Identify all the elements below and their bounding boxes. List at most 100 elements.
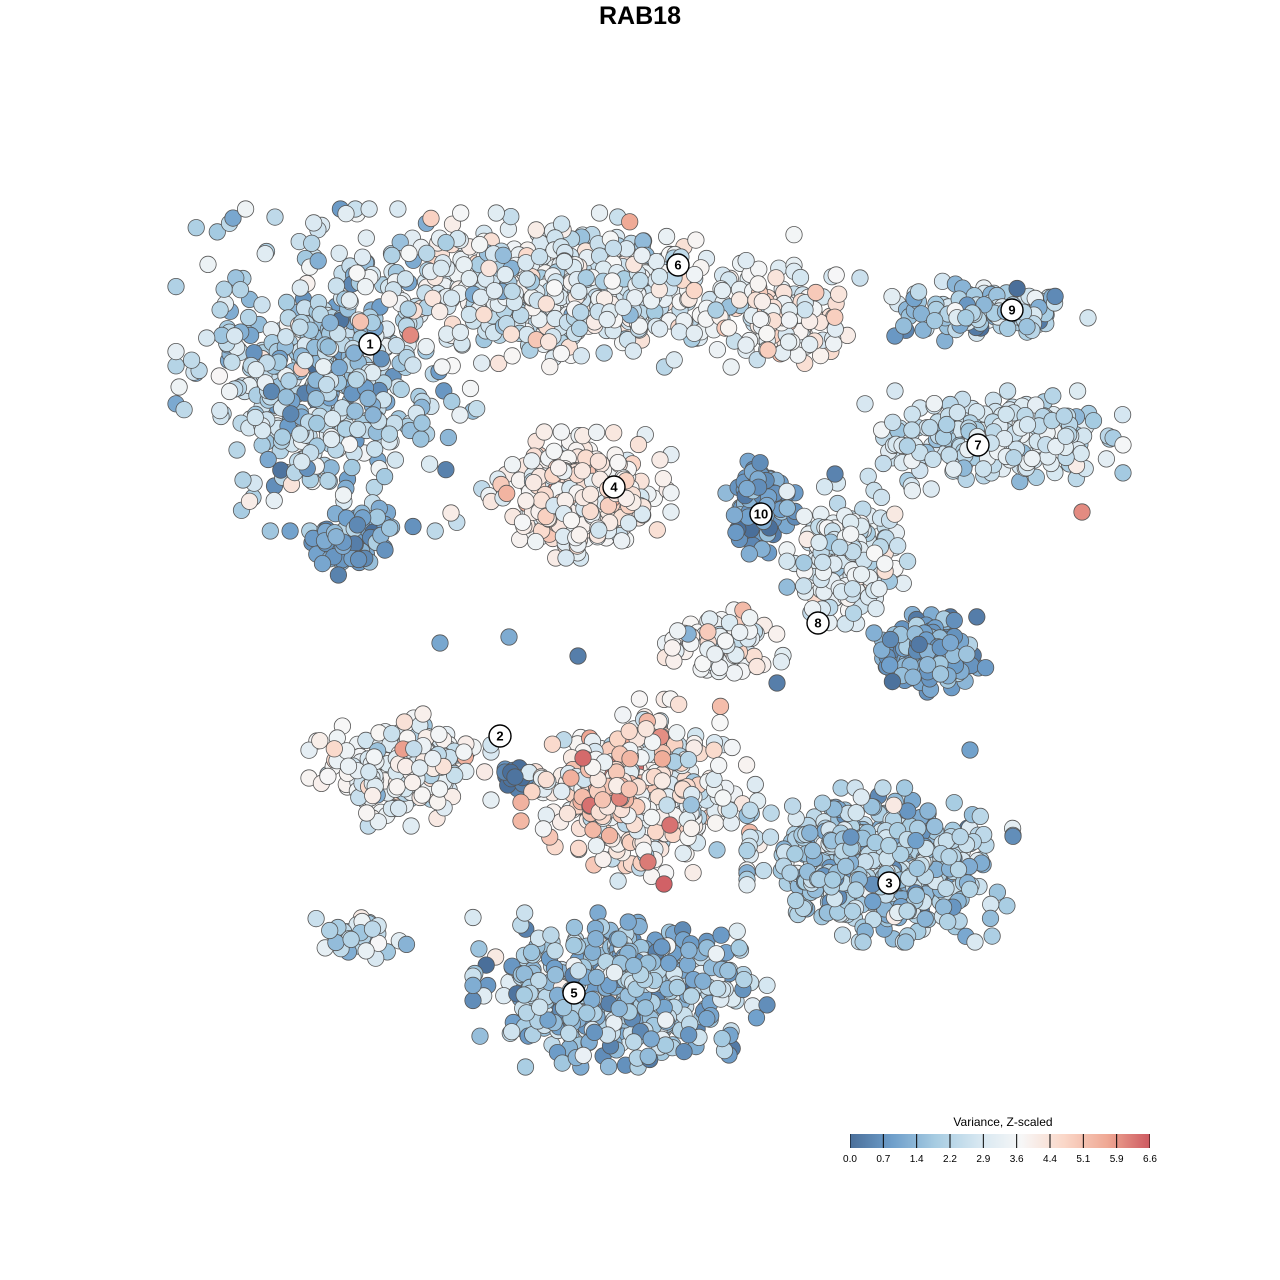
cell-point: [778, 552, 796, 570]
cell-point: [199, 255, 217, 273]
cell-point: [513, 513, 532, 531]
cell-point: [198, 329, 216, 347]
cell-point: [471, 236, 489, 254]
cell-point: [552, 423, 570, 441]
cell-point: [814, 553, 832, 572]
cell-point: [662, 503, 680, 521]
cell-point: [281, 522, 299, 540]
cell-point: [420, 455, 439, 473]
cell-point: [903, 405, 921, 423]
cell-point: [738, 876, 756, 894]
cluster-label-text: 2: [496, 729, 503, 744]
cell-point: [787, 891, 805, 910]
cell-point: [719, 319, 738, 337]
cell-point: [277, 388, 295, 406]
cell-point: [1023, 449, 1041, 468]
cell-point: [710, 756, 728, 775]
cell-point: [464, 908, 482, 927]
cell-point: [831, 538, 849, 556]
cell-point: [625, 1033, 643, 1051]
cell-point: [555, 252, 573, 271]
cell-point: [327, 528, 345, 546]
cell-point: [1008, 279, 1026, 298]
cell-point: [346, 402, 364, 420]
cell-point: [699, 623, 717, 641]
cell-point: [364, 406, 382, 424]
cell-point: [804, 841, 822, 860]
cell-point: [375, 467, 394, 486]
cell-point: [503, 456, 522, 474]
cell-point: [740, 545, 758, 563]
cell-point: [613, 532, 631, 550]
cell-point: [339, 757, 358, 775]
legend-tick-label: 2.2: [943, 1154, 957, 1165]
cell-point: [827, 266, 845, 284]
cell-point: [211, 301, 229, 319]
cell-point: [735, 970, 753, 989]
cell-point: [971, 807, 989, 826]
cell-point: [581, 485, 600, 503]
cell-point: [719, 962, 737, 980]
cell-point: [413, 414, 431, 432]
cell-point: [569, 839, 588, 858]
cell-point: [600, 826, 619, 845]
cell-point: [657, 1011, 675, 1029]
cell-point: [872, 488, 891, 506]
legend-tick-label: 4.4: [1043, 1154, 1057, 1165]
cell-point: [363, 920, 382, 938]
cell-point: [380, 425, 398, 443]
cell-point: [325, 740, 343, 758]
cell-point: [574, 749, 592, 767]
cell-point: [439, 428, 457, 447]
cell-point: [451, 323, 469, 341]
cell-point: [737, 252, 755, 270]
cell-point: [187, 219, 205, 237]
cell-point: [296, 351, 314, 370]
cell-point: [778, 578, 796, 596]
cluster-label-text: 9: [1008, 303, 1015, 318]
cell-point: [589, 904, 607, 922]
cell-point: [670, 695, 688, 713]
cell-point: [968, 608, 986, 626]
cell-point: [783, 797, 802, 815]
cell-point: [801, 335, 819, 353]
cell-point: [864, 892, 882, 911]
cell-point: [998, 897, 1016, 915]
cell-point: [383, 246, 401, 264]
cell-point: [898, 902, 916, 920]
cell-point: [303, 234, 321, 252]
cell-point: [247, 361, 265, 379]
cell-point: [277, 293, 296, 311]
cell-point: [1055, 407, 1073, 425]
cell-point: [1018, 416, 1037, 434]
cell-point: [867, 599, 885, 618]
cell-point: [605, 963, 624, 982]
cell-point: [376, 541, 394, 559]
cell-point: [543, 735, 562, 753]
cell-point: [908, 859, 926, 877]
cluster-label-text: 8: [814, 616, 821, 631]
cell-point: [319, 338, 337, 356]
cell-point: [698, 1010, 716, 1028]
cell-point: [366, 440, 384, 458]
cell-point: [851, 269, 869, 287]
cell-point: [357, 942, 375, 960]
cluster-label-text: 7: [974, 438, 981, 453]
cell-point: [464, 976, 482, 995]
cell-point: [516, 1058, 535, 1076]
cell-point: [360, 200, 378, 218]
cell-point: [280, 372, 298, 390]
cell-point: [522, 943, 541, 962]
cell-point: [767, 269, 785, 287]
cluster-label-9: 9: [1000, 298, 1024, 322]
cell-point: [751, 454, 769, 472]
cell-point: [883, 287, 901, 306]
cell-point: [629, 435, 648, 454]
cell-point: [329, 566, 347, 584]
cell-point: [587, 968, 606, 987]
cell-point: [464, 991, 482, 1010]
cell-point: [431, 634, 449, 652]
cell-point: [983, 927, 1001, 945]
cell-point: [637, 720, 655, 738]
cell-point: [708, 841, 726, 859]
